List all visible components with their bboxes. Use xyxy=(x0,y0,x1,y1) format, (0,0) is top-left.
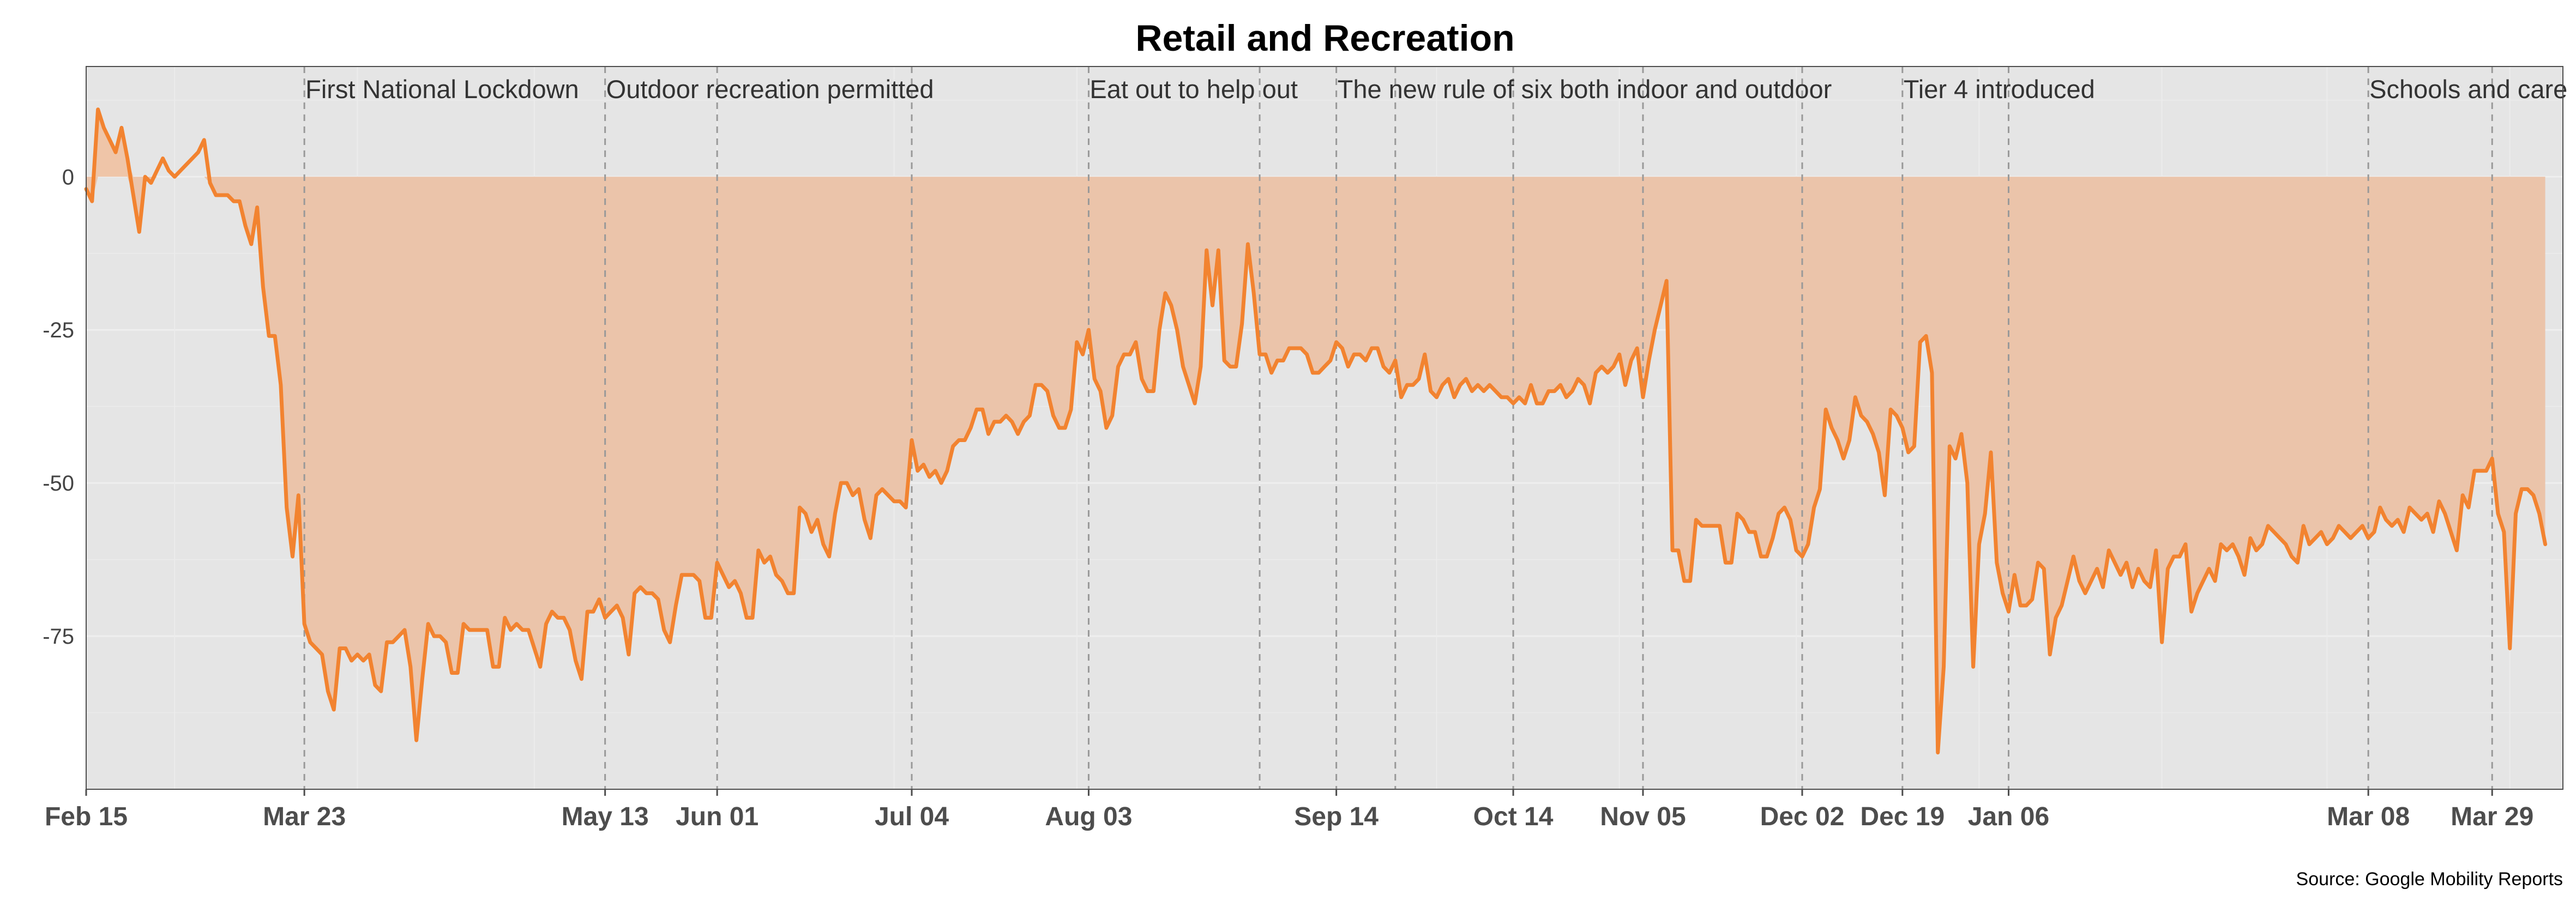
series-line-path xyxy=(84,107,2548,755)
x-tick-label: Dec 19 xyxy=(1860,802,1945,831)
x-tick-label: Oct 14 xyxy=(1473,802,1554,831)
event-annotation: Outdoor recreation permitted xyxy=(606,75,934,104)
y-tick-label: 0 xyxy=(62,165,74,189)
x-tick-label: Mar 23 xyxy=(263,802,346,831)
x-tick-label: Mar 08 xyxy=(2327,802,2410,831)
x-tick-label: May 13 xyxy=(562,802,649,831)
area-between-zero-and-series xyxy=(86,177,2545,753)
x-tick-label: Jun 01 xyxy=(676,802,759,831)
chart-title: Retail and Recreation xyxy=(1135,17,1514,59)
y-tick-label: -25 xyxy=(43,318,74,342)
area-fill xyxy=(86,177,2545,753)
y-tick-label: -50 xyxy=(43,471,74,495)
x-tick-label: Nov 05 xyxy=(1600,802,1686,831)
event-annotation: The new rule of six both indoor and outd… xyxy=(1338,75,1832,104)
event-annotation: Eat out to help out xyxy=(1090,75,1298,104)
series-line xyxy=(84,107,2548,755)
event-annotation: First National Lockdown xyxy=(305,75,579,104)
chart-caption: Source: Google Mobility Reports xyxy=(2296,869,2563,890)
event-lines xyxy=(303,66,2493,789)
event-annotation: Schools and care xyxy=(2369,75,2567,104)
x-tick-label: Dec 02 xyxy=(1760,802,1845,831)
x-tick-label: Mar 29 xyxy=(2451,802,2533,831)
y-tick-label: -75 xyxy=(43,625,74,649)
event-annotations: First National Lockdown Outdoor recreatio… xyxy=(305,75,2567,104)
plot-area: First National Lockdown Outdoor recreatio… xyxy=(84,66,2567,790)
x-tick-label: Feb 15 xyxy=(45,802,128,831)
x-tick-label: Aug 03 xyxy=(1045,802,1132,831)
x-axis: Feb 15 Mar 23 May 13 Jun 01 Jul 04 Aug 03 Sep … xyxy=(45,789,2533,831)
event-annotation: Tier 4 introduced xyxy=(1904,75,2095,104)
x-tick-label: Sep 14 xyxy=(1294,802,1379,831)
y-axis: 0 -25 -50 -75 xyxy=(43,165,74,649)
x-tick-label: Jan 06 xyxy=(1968,802,2049,831)
x-tick-label: Jul 04 xyxy=(875,802,949,831)
plot-frame xyxy=(86,66,2563,790)
